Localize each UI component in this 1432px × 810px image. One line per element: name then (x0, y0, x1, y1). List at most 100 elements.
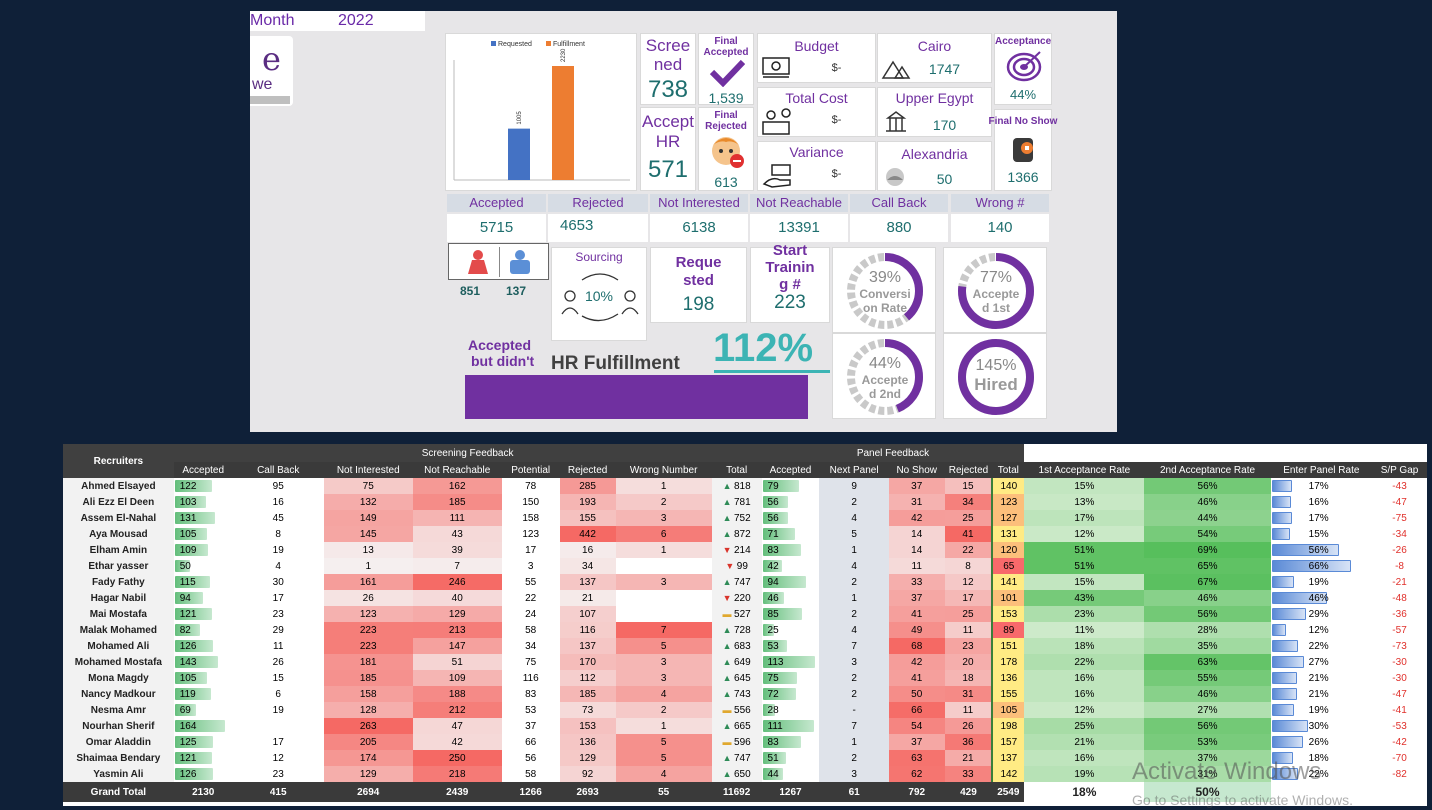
table-row[interactable]: Aya Mousad 105 8 145 43 123 442 6 ▲ 872 71 5 14 41 13… (63, 526, 1427, 542)
table-row[interactable]: Mai Mostafa 121 23 123 129 24 107 ▬ 527 85 2 41 25 1… (63, 606, 1427, 622)
table-cell: 31 (888, 494, 945, 510)
table-row[interactable]: Malak Mohamed 82 29 223 213 58 116 7 ▲ 728 25 4 49 1… (63, 622, 1427, 638)
ring-percent: 39% (869, 269, 901, 286)
table-row[interactable]: Assem El-Nahal 131 45 149 111 158 155 3 ▲ 752 56 4… (63, 510, 1427, 526)
up-arrow-icon: ▲ (722, 624, 734, 635)
recruiter-name: Mona Magdy (63, 670, 174, 686)
col-header-7[interactable]: Total (711, 462, 762, 478)
cell-value: 126 (179, 640, 197, 652)
cell-rate: 51% (1024, 542, 1145, 558)
table-row[interactable]: Mohamed Mostafa 143 26 181 51 75 170 3 ▲ 649 113 3… (63, 654, 1427, 670)
cell-screen-accepted: 119 (173, 686, 233, 702)
recruiter-name: Aya Mousad (63, 526, 174, 542)
recruiter-name: Hagar Nabil (63, 590, 174, 606)
table-cell: 75 (323, 478, 413, 494)
cell-screen-total: ▼ 214 (711, 542, 762, 558)
ring-percent: 77% (980, 269, 1012, 286)
ring-fill (847, 253, 923, 329)
table-cell: 7 (819, 638, 889, 654)
flat-icon: ▬ (722, 704, 735, 715)
col-header-5[interactable]: Rejected (559, 462, 616, 478)
cell-screen-accepted: 82 (173, 622, 233, 638)
table-cell: 129 (323, 766, 413, 782)
cell-value: 683 (734, 640, 751, 652)
data-bar (174, 608, 212, 620)
col-header-15[interactable]: Enter Panel Rate (1270, 462, 1373, 478)
cell-value: 121 (179, 608, 197, 620)
col-header-6[interactable]: Wrong Number (615, 462, 712, 478)
table-cell: 129 (412, 606, 502, 622)
recruiter-name: Fady Fathy (63, 574, 174, 590)
data-bar (762, 672, 798, 684)
budget-card: Budget $- (757, 33, 876, 83)
table-row[interactable]: Mohamed Ali 126 11 223 147 34 137 5 ▲ 683 53 7 68 23… (63, 638, 1427, 654)
col-header-4[interactable]: Potential (501, 462, 560, 478)
data-bar (174, 576, 210, 588)
cell-value: 164 (179, 720, 197, 732)
cell-panel-total: 137 (991, 750, 1025, 766)
table-cell: 2 (819, 670, 889, 686)
col-header-16[interactable]: S/P Gap (1372, 462, 1427, 478)
table-row[interactable]: Ethar yasser 50 4 1 7 3 34 ▼ 99 42 4 11 8 65 51% 65% 66… (63, 558, 1427, 574)
cell-value: 556 (734, 704, 751, 716)
col-header-11[interactable]: Rejected (944, 462, 993, 478)
table-cell: 11 (888, 558, 945, 574)
col-header-2[interactable]: Not Interested (323, 462, 413, 478)
cell-rate: 30% (1271, 718, 1372, 734)
ring-label: Hired (974, 375, 1017, 394)
table-cell: 30 (232, 574, 324, 590)
table-cell: 149 (323, 510, 413, 526)
table-row[interactable]: Nesma Amr 69 19 128 212 53 73 2 ▬ 556 28-66 11 105 1… (63, 702, 1427, 718)
table-cell: 223 (323, 638, 413, 654)
col-header-10[interactable]: No Show (888, 462, 945, 478)
table-cell: 56 (501, 750, 560, 766)
table-row[interactable]: Mona Magdy 105 15 185 109 116 112 3 ▲ 645 75 2 41 18… (63, 670, 1427, 686)
table-row[interactable]: Nourhan Sherif 164 263 47 37 153 1 ▲ 665 111 7 54 2… (63, 718, 1427, 734)
table-row[interactable]: Ahmed Elsayed 122 95 75 162 78 285 1 ▲ 818 79 9 37 1… (63, 478, 1427, 494)
table-row[interactable]: Omar Aladdin 125 17 205 42 66 136 5 ▬ 596 83 1 37 36… (63, 734, 1427, 750)
recruiter-name: Elham Amin (63, 542, 174, 558)
col-header-9[interactable]: Next Panel (819, 462, 889, 478)
col-header-3[interactable]: Not Reachable (412, 462, 502, 478)
cell-screen-accepted: 121 (173, 606, 233, 622)
table-row[interactable]: Fady Fathy 115 30 161 246 55 137 3 ▲ 747 94 2 33 12 1… (63, 574, 1427, 590)
table-row[interactable]: Shaimaa Bendary 121 12 174 250 56 129 5 ▲ 747 51 2… (63, 750, 1427, 766)
cell-value: 72 (767, 688, 779, 700)
cell-rate: 53% (1144, 734, 1271, 750)
table-row[interactable]: Nancy Madkour 119 6 158 188 83 185 4 ▲ 743 72 2 50 3… (63, 686, 1427, 702)
table-row[interactable]: Hagar Nabil 94 17 26 40 22 21 ▼ 220 46 1 37 17 101 43… (63, 590, 1427, 606)
col-header-14[interactable]: 2nd Acceptance Rate (1144, 462, 1271, 478)
col-header-1[interactable]: Call Back (232, 462, 324, 478)
accepted-hr-card: Accept HR 571 (640, 107, 696, 191)
table-cell: 42 (412, 734, 502, 750)
cell-value: 743 (734, 688, 751, 700)
table-cell: 153 (559, 718, 616, 734)
cell-value: 119 (179, 688, 196, 700)
cell-screen-accepted: 143 (173, 654, 233, 670)
month-filter[interactable]: Month 2022 (250, 11, 425, 31)
legend-swatch-requested (491, 41, 496, 46)
cell-value: 29% (1308, 608, 1329, 620)
table-cell: 23 (944, 638, 993, 654)
status-header-2: Not Interested (650, 194, 748, 212)
cell-screen-accepted: 131 (173, 510, 233, 526)
mini-chart-svg: Requested Fulfillment 1005 2230 (453, 41, 630, 181)
cell-panel-total: 89 (991, 622, 1025, 638)
col-header-8[interactable]: Accepted (761, 462, 820, 478)
col-header-12[interactable]: Total (992, 462, 1025, 478)
table-row[interactable]: Ali Ezz El Deen 103 16 132 185 150 193 2 ▲ 781 56… (63, 494, 1427, 510)
table-row[interactable]: Elham Amin 109 19 13 39 17 16 1 ▼ 214 83 1 14 22 120 5… (63, 542, 1427, 558)
table-cell: 17 (232, 734, 324, 750)
grand-total-cell: 11692 (711, 782, 762, 802)
col-header-13[interactable]: 1st Acceptance Rate (1024, 462, 1145, 478)
cell-value: 109 (179, 544, 197, 556)
grand-total-cell: 1267 (761, 782, 820, 802)
col-header-0[interactable]: Accepted (173, 462, 233, 478)
recruiters-table: Recruiters Screening Feedback Panel Feed… (63, 444, 1427, 802)
recruiter-name: Omar Aladdin (63, 734, 174, 750)
cell-rate: 51% (1024, 558, 1145, 574)
cell-value: 818 (734, 480, 751, 492)
sourcing-cycle-icon (561, 273, 639, 322)
table-row[interactable]: Yasmin Ali 126 23 129 218 58 92 4 ▲ 650 44 3 62 33 14… (63, 766, 1427, 782)
cell-gap: -21 (1392, 576, 1407, 588)
